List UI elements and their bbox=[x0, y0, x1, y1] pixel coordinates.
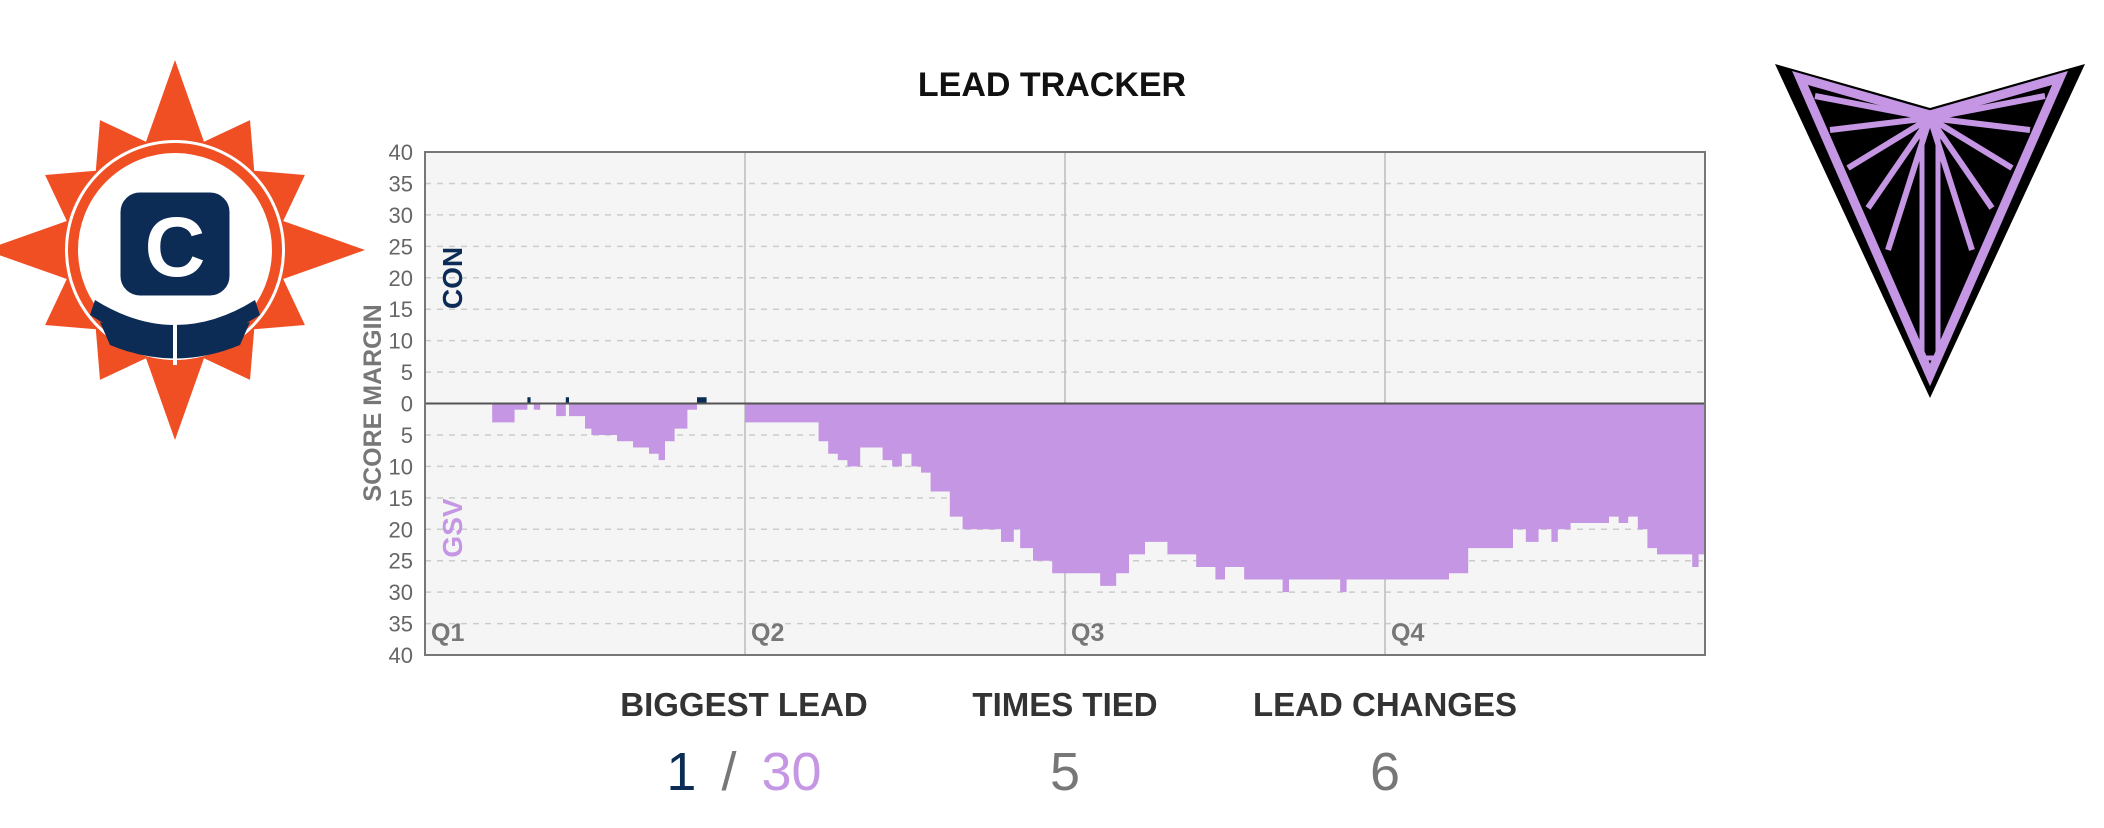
away-team-logo-icon bbox=[1775, 64, 2085, 398]
letter-badge bbox=[115, 187, 235, 301]
team-label-gsv: GSV bbox=[437, 498, 468, 557]
logo-letter: C bbox=[145, 200, 206, 294]
y-tick-label: 35 bbox=[389, 171, 413, 196]
y-tick-label: 10 bbox=[389, 329, 413, 354]
y-tick-label: 40 bbox=[389, 643, 413, 668]
quarter-label: Q4 bbox=[1391, 619, 1424, 647]
y-tick-label: 5 bbox=[401, 360, 413, 385]
y-tick-label: 0 bbox=[401, 392, 413, 417]
y-tick-label: 30 bbox=[389, 203, 413, 228]
y-tick-label: 25 bbox=[389, 549, 413, 574]
times-tied-value: 5 bbox=[1050, 742, 1080, 802]
lead-changes-label: LEAD CHANGES bbox=[1253, 686, 1517, 723]
home-team-logo-icon: C bbox=[0, 60, 365, 440]
y-tick-label: 15 bbox=[389, 486, 413, 511]
y-tick-label: 15 bbox=[389, 297, 413, 322]
y-tick-label: 35 bbox=[389, 612, 413, 637]
chart-title: LEAD TRACKER bbox=[918, 66, 1186, 104]
times-tied-label: TIMES TIED bbox=[972, 686, 1157, 723]
quarter-label: Q1 bbox=[431, 619, 464, 647]
y-tick-label: 5 bbox=[401, 423, 413, 448]
quarter-label: Q2 bbox=[751, 619, 784, 647]
y-tick-label: 40 bbox=[389, 140, 413, 165]
biggest-lead-separator: / bbox=[721, 742, 736, 802]
team-label-con: CON bbox=[437, 247, 468, 309]
y-tick-label: 25 bbox=[389, 234, 413, 259]
y-tick-label: 20 bbox=[389, 266, 413, 291]
y-axis-ticks: 40 35 30 25 20 15 10 5 0 5 10 15 20 25 30 35 40 bbox=[389, 140, 413, 668]
margin-area-gsv bbox=[425, 403, 1705, 593]
biggest-lead-gsv: 30 bbox=[762, 742, 822, 802]
lead-changes-value: 6 bbox=[1370, 742, 1400, 802]
y-axis-label: SCORE MARGIN bbox=[359, 304, 387, 501]
biggest-lead-con: 1 bbox=[666, 742, 696, 802]
biggest-lead-value: 1 / 30 bbox=[666, 742, 821, 802]
plot-border bbox=[424, 151, 1706, 656]
sword-icon bbox=[1919, 115, 1941, 361]
stats-row: BIGGEST LEAD 1 / 30 TIMES TIED 5 LEAD CH… bbox=[620, 686, 1517, 802]
y-tick-label: 10 bbox=[389, 454, 413, 479]
y-tick-label: 20 bbox=[389, 517, 413, 542]
quarter-label: Q3 bbox=[1071, 619, 1104, 647]
biggest-lead-label: BIGGEST LEAD bbox=[620, 686, 868, 723]
y-tick-label: 30 bbox=[389, 580, 413, 605]
plot-area: Q1 Q2 Q3 Q4 40 35 30 25 20 15 10 5 0 5 10 15 20 25 30 35 40 bbox=[389, 140, 1706, 668]
